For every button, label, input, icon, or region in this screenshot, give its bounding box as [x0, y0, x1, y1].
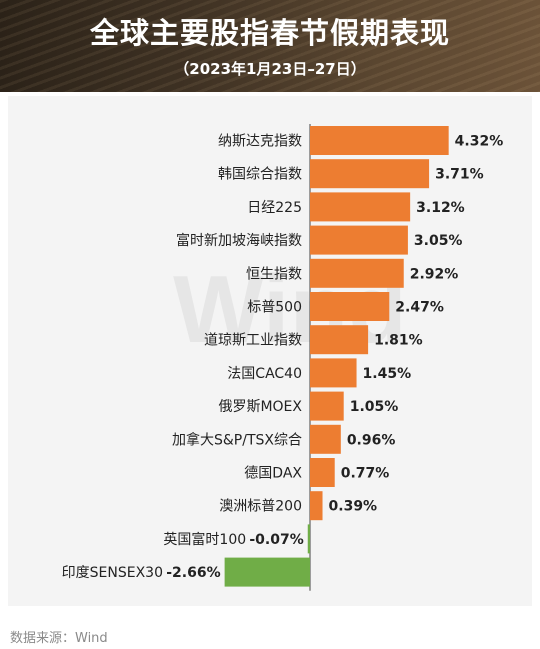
- data-label: 1.81%: [374, 333, 423, 349]
- data-label: -2.66%: [166, 565, 220, 581]
- data-label: 1.45%: [363, 366, 412, 382]
- data-label: 2.92%: [410, 266, 459, 282]
- category-label: 俄罗斯MOEX: [218, 399, 302, 415]
- data-label: 0.39%: [329, 499, 378, 515]
- data-label: 3.05%: [414, 233, 463, 249]
- bar: [310, 258, 404, 288]
- bar: [310, 491, 323, 521]
- category-label: 日经225: [247, 200, 302, 216]
- data-source: 数据来源：Wind: [10, 631, 108, 646]
- title-banner: 全球主要股指春节假期表现 （2023年1月23日–27日）: [0, 0, 540, 92]
- chart-subtitle: （2023年1月23日–27日）: [174, 60, 366, 78]
- data-label: 3.12%: [416, 200, 465, 216]
- chart-title: 全球主要股指春节假期表现: [89, 16, 450, 50]
- bar: [310, 424, 341, 454]
- category-label: 法国CAC40: [227, 366, 302, 382]
- data-label: 0.77%: [341, 466, 390, 482]
- bar: [310, 126, 449, 155]
- bar: [310, 391, 344, 421]
- category-label: 印度SENSEX30: [62, 565, 163, 581]
- bar: [307, 524, 310, 554]
- category-label: 加拿大S&P/TSX综合: [172, 431, 302, 448]
- category-label: 纳斯达克指数: [218, 134, 302, 150]
- bar: [310, 159, 430, 189]
- category-label: 韩国综合指数: [218, 167, 302, 183]
- data-label: 0.96%: [347, 432, 396, 448]
- bar: [310, 325, 369, 355]
- category-label: 富时新加坡海峡指数: [176, 232, 302, 249]
- category-label: 英国富时100: [163, 531, 246, 548]
- bar: [310, 358, 357, 388]
- bar: [310, 292, 390, 321]
- data-label: 3.71%: [435, 167, 484, 183]
- bar: [310, 225, 408, 255]
- data-label: 4.32%: [455, 134, 504, 150]
- category-label: 恒生指数: [246, 266, 302, 282]
- data-label: 2.47%: [395, 300, 444, 316]
- bar: [310, 458, 335, 487]
- chart-panel: [8, 96, 532, 606]
- data-label: 1.05%: [350, 399, 399, 415]
- category-label: 标普500: [247, 300, 302, 316]
- bar: [310, 192, 411, 222]
- data-label: -0.07%: [249, 532, 303, 548]
- category-label: 德国DAX: [244, 466, 302, 482]
- category-label: 澳洲标普200: [219, 499, 302, 515]
- bar: [224, 557, 310, 587]
- category-label: 道琼斯工业指数: [204, 333, 302, 349]
